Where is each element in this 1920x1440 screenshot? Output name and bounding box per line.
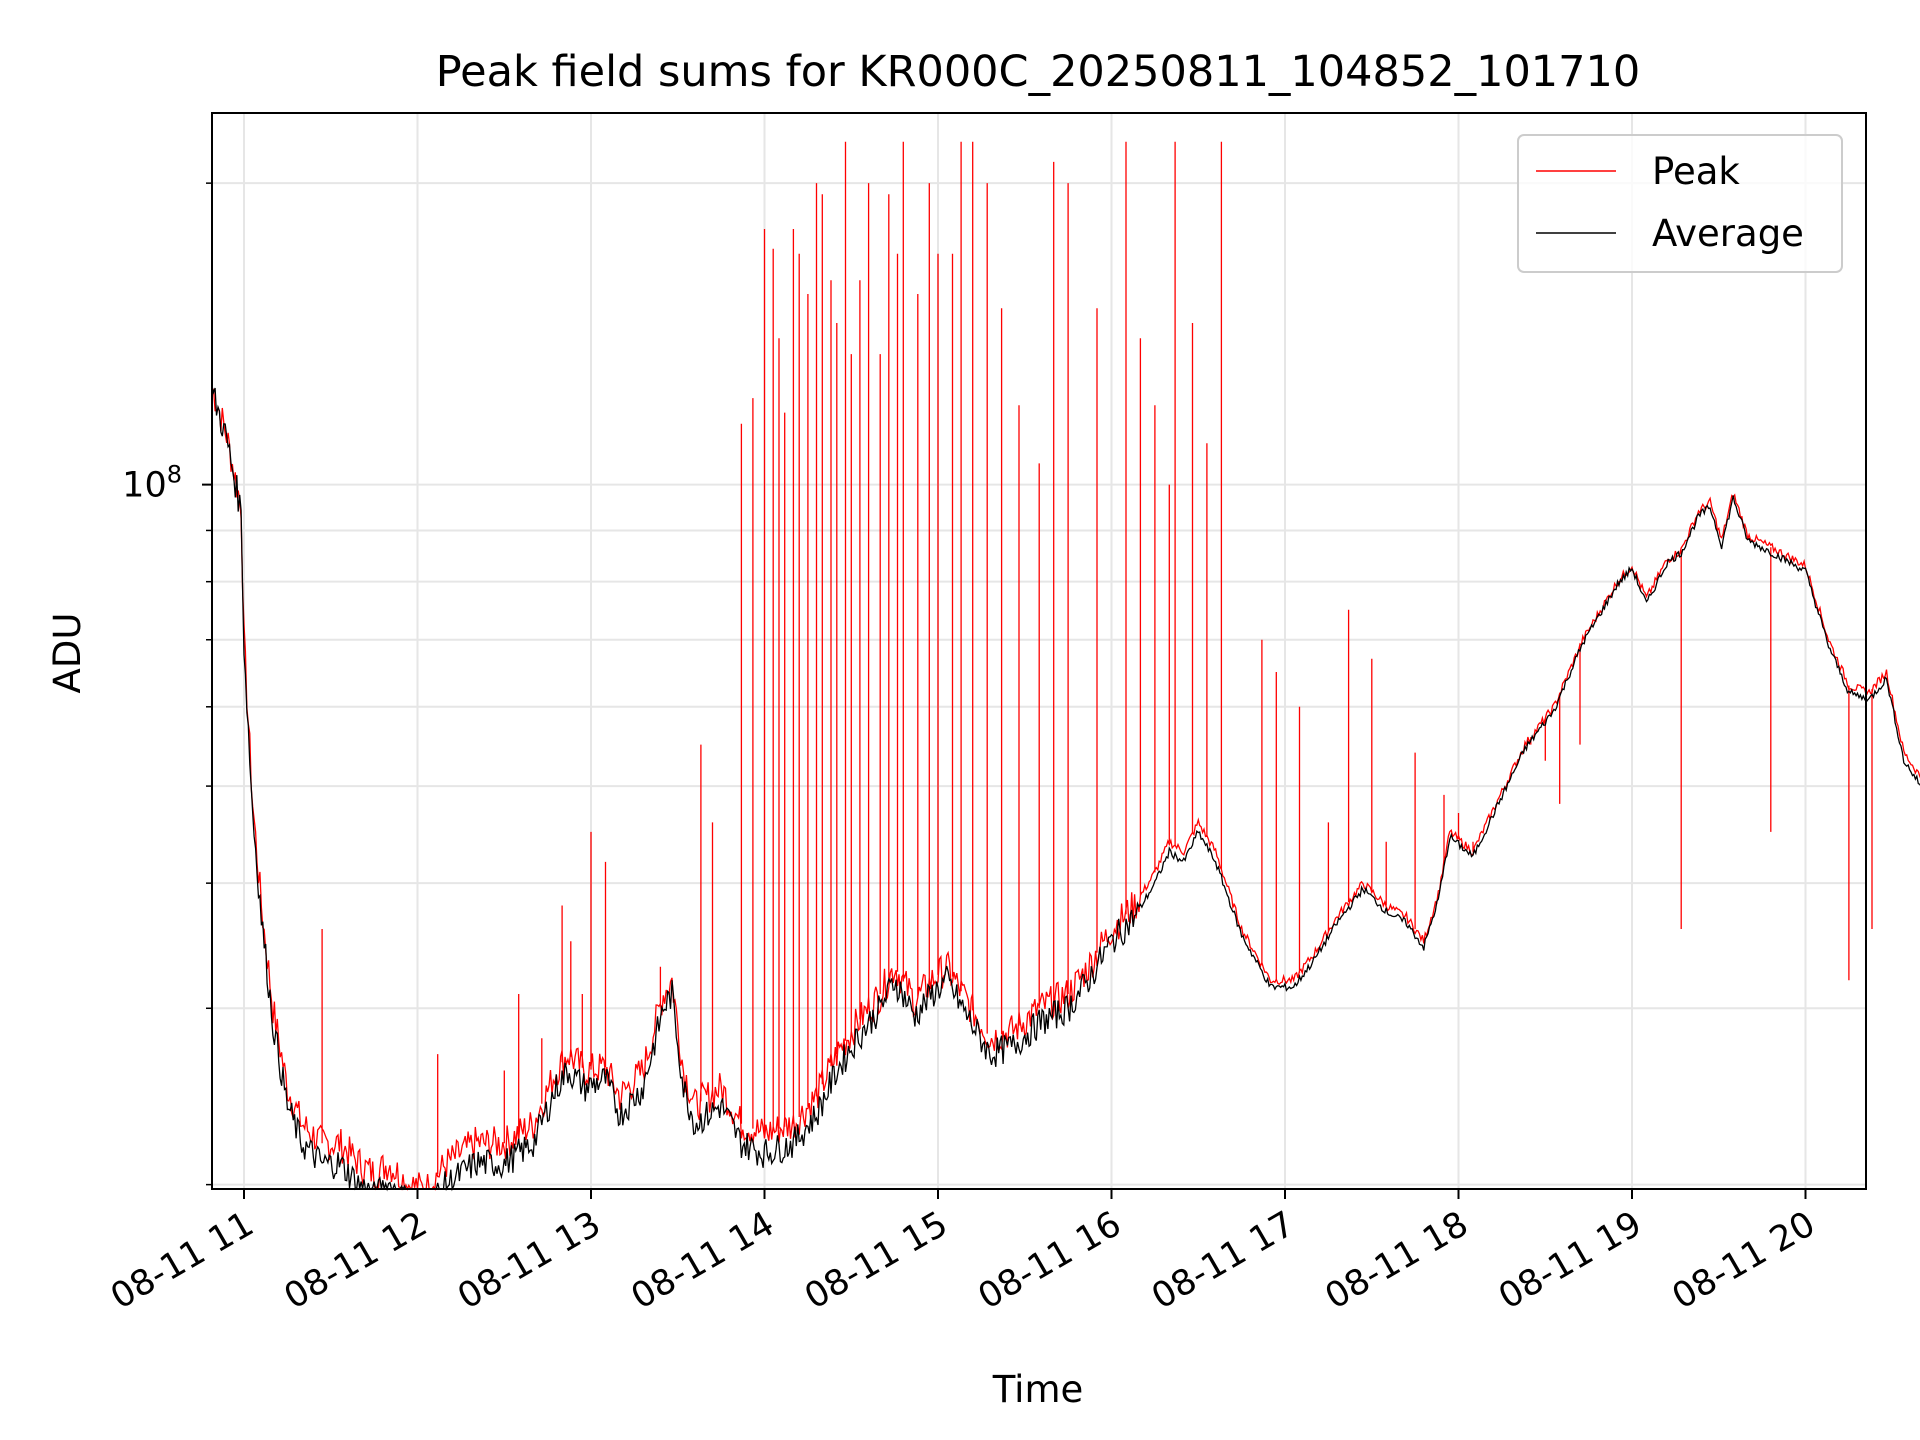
axes-frame	[211, 112, 1867, 1190]
y-tick-label: 108	[122, 461, 182, 506]
legend-average-label: Average	[1652, 212, 1804, 255]
chart-title: Peak field sums for KR000C_20250811_1048…	[436, 47, 1640, 97]
y-axis-label: ADU	[46, 613, 89, 694]
x-axis-label: Time	[992, 1368, 1084, 1411]
legend-peak-label: Peak	[1652, 150, 1740, 193]
y-axis-ticks: 108	[122, 182, 212, 1186]
legend: Peak Average	[1517, 134, 1843, 273]
series-average-line	[211, 386, 1920, 1192]
plot-area	[211, 141, 1920, 1192]
series-peak-line	[211, 141, 1920, 1191]
legend-box	[1517, 134, 1843, 273]
